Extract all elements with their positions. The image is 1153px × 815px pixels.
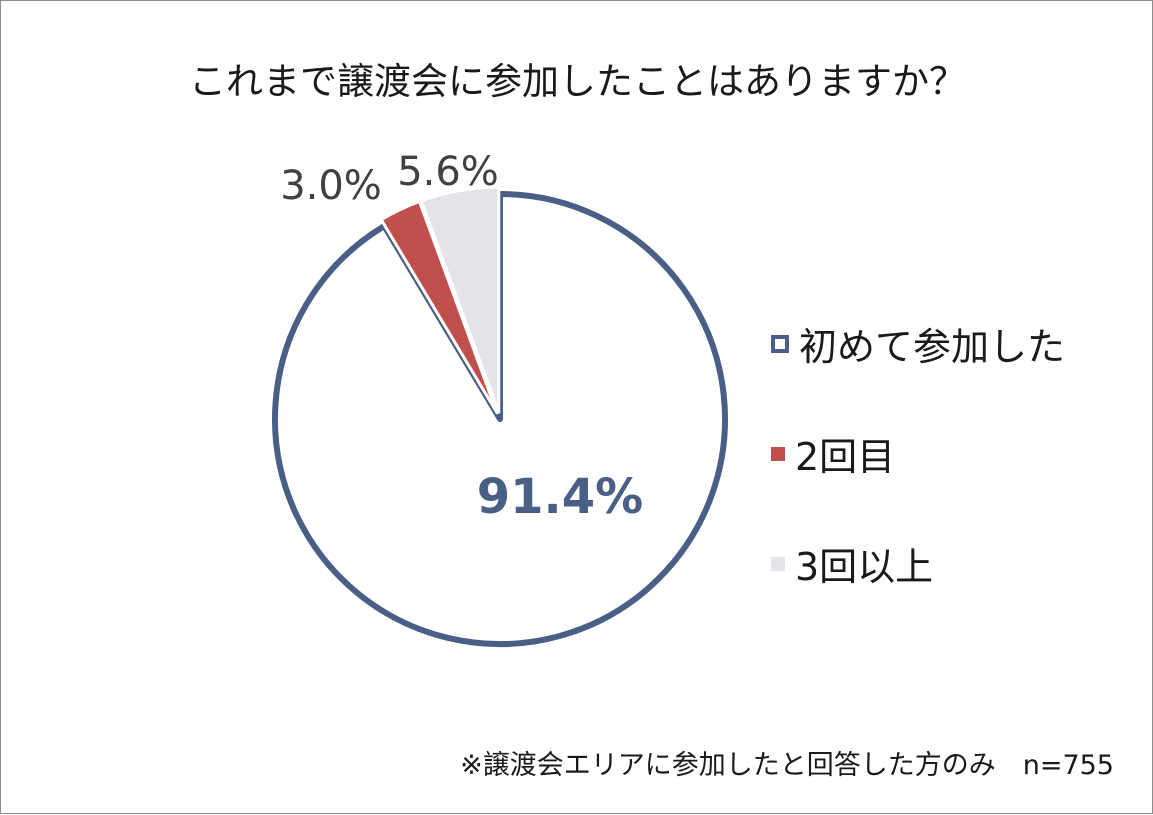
chart-title: これまで譲渡会に参加したことはありますか？ — [189, 60, 966, 103]
footnote: ※譲渡会エリアに参加したと回答した方のみ n=755 — [460, 750, 1114, 781]
data-label-first-time: 91.4% — [477, 469, 644, 525]
pie-slice-first-time — [272, 191, 728, 647]
legend-swatch-three-plus — [771, 556, 785, 571]
legend-swatch-second-time — [771, 446, 785, 461]
legend-item-three-plus: 3回以上 — [771, 536, 933, 591]
data-label-three-plus: 5.6% — [397, 149, 499, 195]
legend-item-second-time: 2回目 — [771, 426, 895, 481]
legend-label-three-plus: 3回以上 — [795, 545, 934, 589]
legend-label-first-time: 初めて参加した — [799, 325, 1066, 369]
legend-label-second-time: 2回目 — [795, 435, 896, 479]
pie-slice-three-plus — [419, 185, 501, 414]
data-label-second-time: 3.0% — [280, 163, 382, 209]
pie-slice-second-time — [379, 199, 499, 415]
legend-item-first-time: 初めて参加した — [771, 316, 1065, 371]
legend-swatch-first-time — [771, 334, 789, 353]
